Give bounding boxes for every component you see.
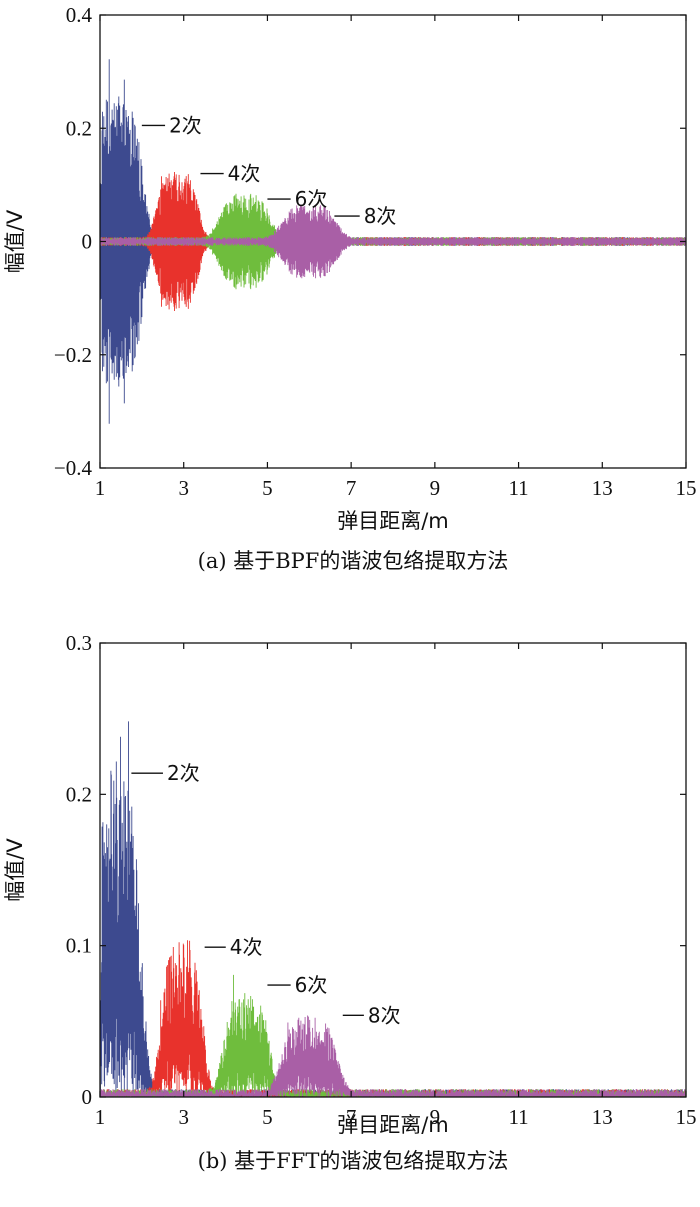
- x-tick-label-a: 5: [262, 476, 273, 500]
- y-tick-label-a: 0: [82, 230, 93, 254]
- x-tick-label-b: 7: [346, 1105, 357, 1129]
- figure-caption-b: (b) 基于FFT的谐波包络提取方法: [198, 1149, 509, 1173]
- y-axis-title-a: 幅值/V: [3, 209, 27, 273]
- x-tick-label-b: 15: [676, 1105, 697, 1129]
- x-tick-label-b: 9: [430, 1105, 441, 1129]
- series-a-4: [100, 204, 686, 279]
- x-tick-label-b: 1: [95, 1105, 106, 1129]
- x-tick-label-a: 11: [508, 476, 528, 500]
- y-tick-label-a: −0.2: [54, 343, 92, 367]
- annotation-label-b-1: 2次: [167, 761, 200, 785]
- x-tick-label-a: 7: [346, 476, 357, 500]
- plot-area-a: [100, 59, 686, 424]
- y-tick-label-a: 0.2: [66, 116, 92, 140]
- y-tick-label-b: 0.3: [66, 631, 92, 655]
- panel-a-chart: 1 3 5 7 9 11 13 15−0.4−0.200.20.42次4次6次8次弹目距离/m…: [3, 3, 697, 573]
- y-tick-label-b: 0.2: [66, 782, 92, 806]
- x-tick-label-b: 11: [508, 1105, 528, 1129]
- y-axis-title-b: 幅值/V: [3, 838, 27, 902]
- panel-b-chart: 1 3 5 7 9 11 13 1500.10.20.32次4次6次8次弹目距离/m幅值/V(…: [3, 631, 697, 1173]
- x-tick-label-b: 13: [592, 1105, 613, 1129]
- x-tick-label-a: 1: [95, 476, 106, 500]
- axes-frame-b: [99, 642, 687, 1098]
- annotation-label-b-4: 8次: [368, 1003, 401, 1027]
- y-tick-label-b: 0.1: [66, 934, 92, 958]
- annotation-label-a-4: 8次: [364, 204, 397, 228]
- y-tick-label-b: 0: [82, 1085, 93, 1109]
- y-tick-label-a: −0.4: [54, 456, 93, 480]
- annotation-label-a-2: 4次: [228, 162, 261, 186]
- y-tick-label-a: 0.4: [66, 3, 93, 27]
- plot-area-b: [100, 721, 686, 1097]
- annotation-label-a-3: 6次: [295, 187, 328, 211]
- annotation-label-b-2: 4次: [230, 935, 263, 959]
- x-tick-label-a: 15: [676, 476, 697, 500]
- figure-caption-a: (a) 基于BPF的谐波包络提取方法: [198, 549, 509, 573]
- series-b-4: [100, 1015, 686, 1097]
- x-tick-label-a: 9: [430, 476, 441, 500]
- x-tick-label-b: 5: [262, 1105, 273, 1129]
- x-tick-label-a: 13: [592, 476, 613, 500]
- annotation-label-b-3: 6次: [295, 973, 328, 997]
- x-axis-title-b: 弹目距离/m: [337, 1113, 449, 1137]
- x-tick-label-a: 3: [178, 476, 189, 500]
- x-tick-label-b: 3: [178, 1105, 189, 1129]
- x-axis-title-a: 弹目距离/m: [337, 509, 449, 533]
- annotation-label-a-1: 2次: [169, 113, 202, 137]
